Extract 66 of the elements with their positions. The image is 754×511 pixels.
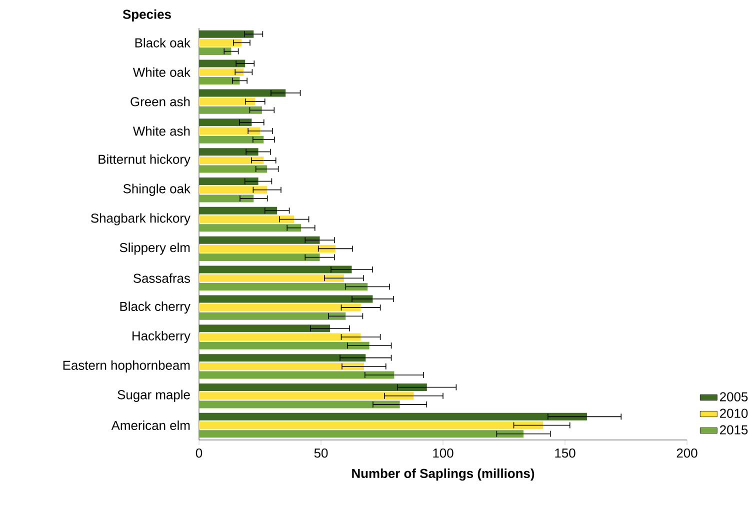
legend-label: 2010 <box>720 408 748 418</box>
bar <box>199 333 361 341</box>
bar <box>199 324 330 332</box>
x-tick-label: 0 <box>196 448 202 458</box>
bar <box>199 89 286 97</box>
bar <box>199 304 361 312</box>
bar <box>199 392 414 400</box>
bar <box>199 106 262 114</box>
bar <box>199 98 256 106</box>
y-tick-label: Sugar maple <box>118 390 190 402</box>
y-tick-label: Slippery elm <box>120 242 190 255</box>
bar <box>199 312 346 320</box>
x-tick-label: 100 <box>433 448 454 458</box>
bar <box>199 216 294 224</box>
bar <box>199 224 301 232</box>
bar <box>199 430 524 438</box>
bar <box>199 76 240 84</box>
bar <box>199 127 260 135</box>
y-tick-label: Hackberry <box>132 330 190 344</box>
y-tick-label: Shagbark hickory <box>91 213 190 226</box>
bar <box>199 295 373 303</box>
y-tick-label: White ash <box>132 126 190 136</box>
bar <box>199 244 336 252</box>
legend-label: 2005 <box>720 392 748 402</box>
bar <box>199 266 352 274</box>
bar <box>199 342 370 350</box>
x-tick-label: 150 <box>555 448 576 458</box>
bar <box>199 383 427 391</box>
y-tick-label: Shingle oak <box>123 184 190 196</box>
y-tick-label: Sassafras <box>133 273 190 283</box>
x-tick-label: 200 <box>676 448 698 458</box>
bar <box>199 148 258 156</box>
y-tick-label: Green ash <box>130 96 190 106</box>
bar <box>199 118 252 126</box>
bar <box>199 156 264 164</box>
bar <box>199 274 344 282</box>
bar <box>199 38 242 46</box>
y-axis-title: Species <box>122 9 171 22</box>
y-tick-label: American elm <box>111 420 190 430</box>
bar <box>199 362 364 370</box>
bar <box>199 400 400 408</box>
bar <box>199 136 264 144</box>
x-tick-label: 50 <box>314 448 328 458</box>
bar <box>199 236 320 244</box>
y-tick-label: Black cherry <box>120 302 190 314</box>
bar <box>199 165 268 173</box>
bar <box>199 194 254 202</box>
y-tick-label: Eastern hophornbeam <box>63 360 190 372</box>
bar <box>199 422 544 430</box>
bar <box>199 206 278 214</box>
bar <box>199 186 268 194</box>
bar <box>199 177 258 185</box>
y-tick-label: Black oak <box>135 38 190 48</box>
y-tick-label: White oak <box>132 67 190 77</box>
bar <box>199 68 244 76</box>
bar <box>199 371 394 379</box>
bar <box>199 354 366 362</box>
bar <box>199 60 246 68</box>
bar <box>199 30 254 38</box>
y-tick-label: Bitternut hickory <box>98 154 190 166</box>
legend-label: 2015 <box>720 425 748 434</box>
bar <box>199 254 320 262</box>
x-axis-title: Number of Saplings (millions) <box>352 468 534 481</box>
bar <box>199 48 232 56</box>
bar <box>199 412 587 420</box>
bar <box>199 282 368 290</box>
